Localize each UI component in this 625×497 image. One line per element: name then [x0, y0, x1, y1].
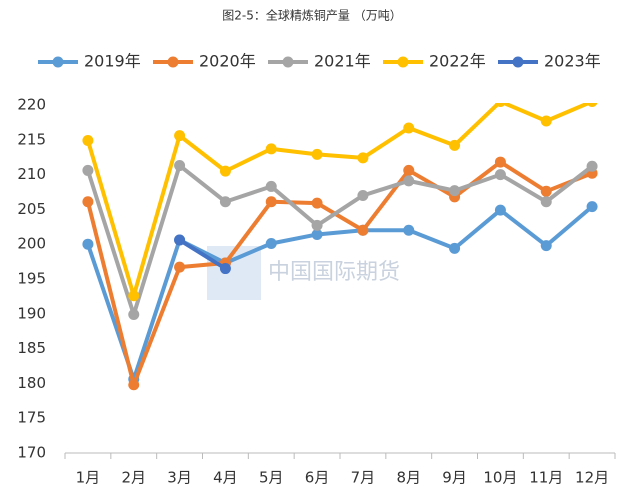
watermark-logo [207, 246, 261, 300]
y-tick-label: 170 [17, 444, 46, 462]
data-point [265, 238, 277, 250]
data-point [357, 152, 369, 164]
data-point [311, 148, 323, 160]
y-tick-label: 175 [17, 409, 46, 427]
data-point [403, 175, 415, 187]
y-tick-label: 210 [17, 165, 46, 183]
series-line [85, 103, 593, 298]
data-point [311, 197, 323, 209]
y-tick-label: 215 [17, 130, 46, 148]
x-tick-label: 4月 [213, 469, 238, 487]
series-line [86, 163, 594, 317]
data-point [403, 122, 415, 134]
data-point [494, 169, 506, 181]
data-point [357, 189, 369, 201]
data-point [128, 379, 140, 391]
data-point [586, 201, 598, 213]
x-tick-label: 2月 [121, 469, 146, 487]
y-tick-label: 200 [17, 235, 46, 253]
chart-title: 图2-5：全球精炼铜产量 （万吨） [222, 8, 401, 23]
data-point [540, 115, 552, 127]
data-point [174, 234, 186, 246]
x-tick-label: 5月 [259, 469, 284, 487]
series-line [86, 205, 594, 382]
y-tick-label: 205 [17, 200, 46, 218]
data-point [265, 196, 277, 208]
data-point [82, 134, 94, 146]
x-tick-label: 8月 [396, 469, 421, 487]
data-point [449, 242, 461, 254]
legend-label: 2021年 [314, 52, 371, 71]
legend-label: 2020年 [199, 52, 256, 71]
legend-marker [282, 56, 294, 68]
legend-label: 2023年 [544, 52, 601, 71]
data-point [82, 238, 94, 250]
data-point [403, 224, 415, 236]
data-point [494, 156, 506, 168]
data-point [586, 103, 598, 108]
legend-label: 2022年 [429, 52, 486, 71]
data-point [219, 196, 231, 208]
data-point [540, 240, 552, 252]
series-line [178, 238, 227, 271]
x-tick-label: 9月 [442, 469, 467, 487]
legend-marker [167, 56, 179, 68]
data-point [449, 139, 461, 151]
x-tick-label: 12月 [575, 469, 609, 487]
data-point [219, 165, 231, 177]
data-point [265, 180, 277, 192]
data-point [82, 164, 94, 176]
data-point [357, 224, 369, 236]
data-point [449, 185, 461, 197]
legend-marker [512, 56, 524, 68]
y-tick-label: 195 [17, 270, 46, 288]
legend-marker [52, 56, 64, 68]
x-tick-label: 3月 [167, 469, 192, 487]
series-line [85, 160, 593, 387]
y-tick-label: 220 [17, 96, 46, 114]
x-tick-label: 6月 [305, 469, 330, 487]
y-tick-label: 180 [17, 374, 46, 392]
legend-marker [397, 56, 409, 68]
data-point [494, 204, 506, 216]
data-point [82, 196, 94, 208]
data-point [586, 160, 598, 172]
data-point [495, 103, 506, 108]
data-point [311, 219, 323, 231]
data-point [174, 130, 186, 142]
data-point [128, 308, 140, 320]
watermark: 中国国际期货 [268, 260, 400, 285]
data-point [219, 263, 231, 275]
x-tick-label: 7月 [351, 469, 376, 487]
y-tick-label: 190 [17, 304, 46, 322]
data-point [403, 164, 415, 176]
y-tick-label: 185 [17, 339, 46, 357]
x-tick-label: 1月 [76, 469, 101, 487]
data-point [174, 261, 186, 273]
x-tick-label: 10月 [483, 469, 517, 487]
legend-label: 2019年 [84, 52, 141, 71]
data-point [265, 143, 277, 155]
x-tick-label: 11月 [529, 469, 563, 487]
data-point [174, 160, 186, 172]
data-point [311, 228, 323, 240]
data-point [128, 290, 140, 302]
data-point [540, 185, 552, 197]
data-point [540, 196, 552, 208]
